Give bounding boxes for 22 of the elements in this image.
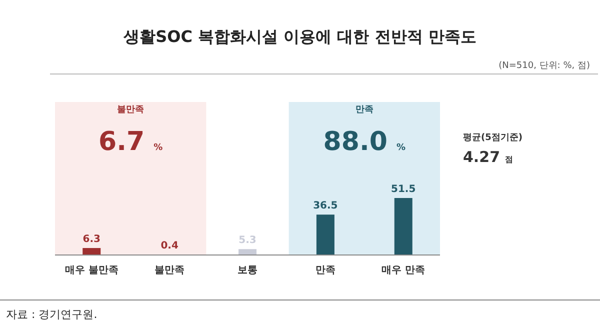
bar	[316, 214, 334, 255]
x-tick-label: 만족	[315, 265, 336, 276]
chart-title: 생활SOC 복합화시설 이용에 대한 전반적 만족도	[122, 27, 476, 46]
text: 6.7 %	[98, 127, 163, 157]
text: 88.0 %	[323, 127, 406, 157]
x-tick-label: 매우 불만족	[64, 265, 118, 276]
bar	[238, 249, 256, 255]
data-label: 0.4	[160, 240, 178, 252]
band-label: 불만족	[117, 105, 144, 115]
bar	[82, 248, 101, 255]
text: 평균(5점기준)	[463, 133, 522, 143]
text: 4.27 점	[463, 148, 514, 166]
x-tick-label: 매우 만족	[382, 265, 426, 276]
text: (N=510, 단위: %, 점)	[498, 61, 590, 71]
data-label: 51.5	[391, 184, 416, 195]
bar	[394, 198, 412, 255]
data-label: 6.3	[82, 234, 101, 246]
x-tick-label: 불만족	[154, 265, 185, 276]
band-label: 만족	[355, 105, 374, 115]
data-label: 36.5	[313, 200, 338, 212]
text: 자료 : 경기연구원.	[6, 308, 98, 321]
x-tick-label: 보통	[238, 265, 258, 276]
